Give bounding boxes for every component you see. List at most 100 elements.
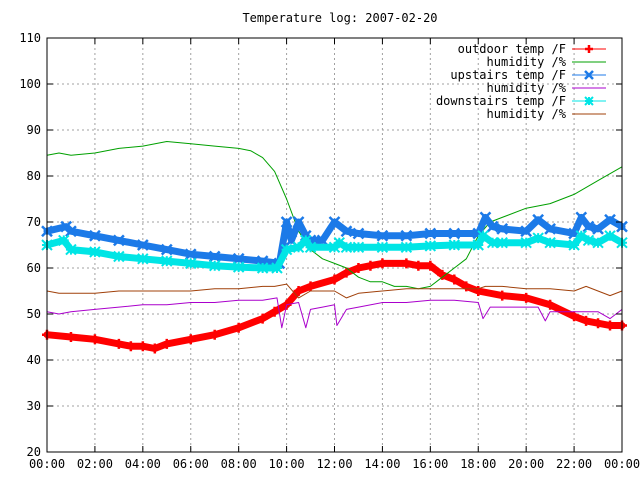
y-tick-label: 30 — [27, 399, 41, 413]
x-tick-label: 20:00 — [508, 457, 544, 471]
x-tick-label: 06:00 — [173, 457, 209, 471]
data-point — [582, 234, 595, 247]
data-point — [575, 211, 588, 224]
data-point — [377, 258, 388, 269]
data-point — [280, 216, 293, 228]
data-point — [185, 257, 197, 270]
data-point — [496, 236, 508, 249]
legend-label: outdoor temp /F — [458, 42, 566, 56]
x-tick-label: 08:00 — [221, 457, 257, 471]
data-point — [582, 220, 595, 233]
data-point — [448, 227, 461, 240]
data-point — [376, 241, 389, 254]
data-point — [112, 234, 125, 247]
data-point — [520, 225, 533, 238]
x-tick-label: 18:00 — [460, 457, 496, 471]
data-point — [137, 341, 148, 352]
data-point — [448, 239, 460, 251]
y-axis: 20 30 40 50 60 70 80 90 100 110 — [19, 31, 622, 459]
data-point — [160, 243, 173, 256]
data-point — [604, 230, 616, 242]
data-point — [305, 281, 316, 292]
data-point — [424, 240, 437, 252]
y-tick-label: 40 — [27, 353, 41, 367]
x-axis: 00:00 02:00 04:00 06:00 08:00 10:00 12:00 14:00… — [29, 38, 640, 471]
data-point — [58, 234, 70, 247]
y-tick-label: 110 — [19, 31, 41, 45]
data-point — [280, 243, 293, 256]
data-point — [521, 292, 532, 303]
data-point — [125, 341, 136, 352]
data-point — [328, 216, 341, 228]
series-3 — [46, 297, 623, 329]
data-point — [584, 70, 594, 80]
data-point — [401, 258, 412, 269]
data-point — [341, 267, 352, 278]
data-point — [477, 230, 489, 242]
data-point — [256, 262, 269, 274]
y-tick-label: 100 — [19, 77, 41, 91]
x-tick-label: 00:00 — [604, 457, 640, 471]
y-tick-label: 20 — [27, 445, 41, 459]
data-point — [232, 261, 245, 273]
data-point — [161, 338, 172, 349]
y-tick-label: 80 — [27, 169, 41, 183]
data-point — [329, 274, 340, 285]
data-point — [340, 241, 353, 254]
series-layer — [41, 141, 628, 354]
data-point — [581, 315, 592, 326]
legend-label: downstairs temp /F — [436, 94, 566, 108]
data-point — [184, 248, 197, 261]
data-point — [271, 262, 283, 274]
data-point — [257, 313, 268, 324]
data-point — [473, 286, 484, 296]
data-point — [449, 274, 460, 285]
series-0 — [42, 258, 627, 354]
data-point — [65, 332, 76, 342]
data-point — [425, 260, 436, 271]
data-point — [532, 232, 544, 244]
data-point — [365, 260, 376, 271]
data-point — [520, 236, 532, 249]
data-point — [592, 223, 604, 235]
data-point — [208, 250, 221, 263]
legend-label: humidity /% — [487, 107, 567, 121]
data-point — [568, 239, 580, 251]
data-point — [304, 241, 317, 254]
data-point — [461, 281, 472, 292]
x-tick-label: 22:00 — [556, 457, 592, 471]
legend-label: upstairs temp /F — [450, 68, 566, 82]
series-line — [46, 297, 623, 329]
data-point — [532, 213, 545, 226]
data-point — [113, 338, 124, 349]
data-point — [209, 259, 221, 272]
x-tick-label: 02:00 — [77, 457, 113, 471]
data-point — [544, 223, 557, 235]
data-point — [585, 45, 593, 53]
data-point — [575, 230, 587, 242]
data-point — [293, 286, 304, 296]
data-point — [593, 318, 604, 329]
data-point — [340, 225, 353, 238]
data-point — [400, 241, 413, 254]
data-point — [376, 229, 389, 242]
data-point — [479, 211, 492, 224]
data-point — [89, 246, 101, 258]
x-tick-label: 10:00 — [269, 457, 305, 471]
data-point — [209, 329, 220, 340]
data-point — [161, 255, 173, 267]
y-tick-label: 70 — [27, 215, 41, 229]
data-point — [472, 239, 484, 251]
data-point — [604, 213, 616, 226]
data-point — [149, 343, 160, 354]
data-point — [65, 243, 77, 256]
data-point — [65, 225, 77, 238]
data-point — [136, 239, 149, 251]
series-line — [46, 283, 623, 299]
data-point — [333, 236, 345, 249]
data-point — [185, 334, 196, 345]
data-point — [400, 229, 413, 242]
data-point — [353, 263, 364, 273]
data-point — [544, 236, 556, 249]
data-point — [113, 250, 125, 263]
